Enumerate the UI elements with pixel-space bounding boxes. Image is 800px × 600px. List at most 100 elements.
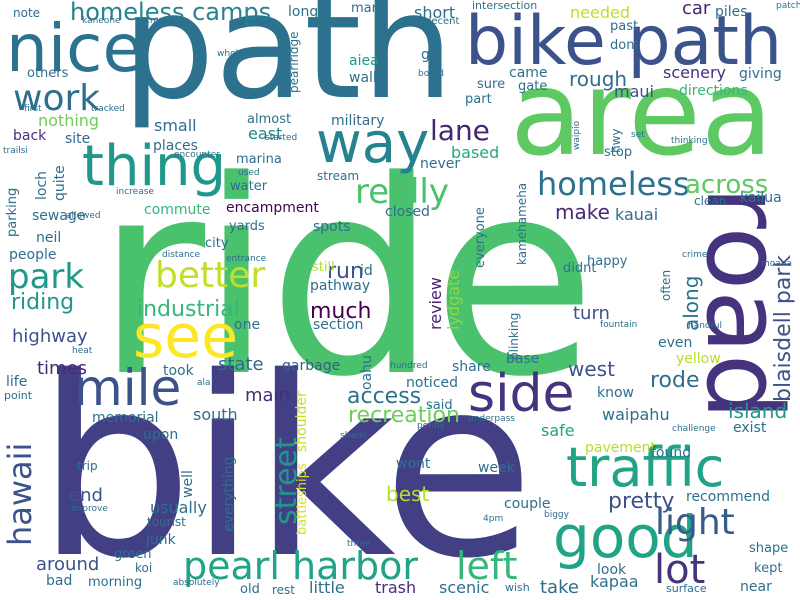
word: underpass — [468, 414, 515, 424]
word: aiea — [349, 53, 379, 69]
word: kamehameha — [515, 182, 529, 265]
word: piles — [715, 4, 748, 20]
word: tourist — [147, 515, 186, 529]
word: improve — [71, 504, 108, 514]
word: encounter — [174, 150, 220, 160]
word: long — [288, 4, 319, 20]
word: started — [265, 133, 298, 143]
word: nice — [6, 10, 144, 87]
word: island — [728, 399, 788, 423]
word: didnt — [563, 261, 597, 276]
word: recommend — [686, 489, 770, 505]
word: came — [509, 65, 548, 81]
word: blinking — [507, 312, 521, 360]
word: closed — [385, 204, 430, 220]
word: scenic — [439, 578, 490, 597]
word: places — [153, 138, 198, 154]
word: shape — [749, 541, 789, 556]
word: share — [452, 359, 491, 375]
word: wont — [396, 456, 431, 472]
word: sure — [477, 77, 506, 92]
word: nothing — [38, 111, 100, 130]
word: turn — [573, 303, 610, 324]
word: scenery — [663, 63, 727, 82]
word: surface — [666, 582, 707, 595]
word: everyone — [473, 207, 488, 268]
word: rode — [650, 368, 700, 393]
word: one — [234, 317, 261, 333]
word: stop — [604, 145, 633, 160]
word: go — [421, 47, 439, 63]
word: kauai — [615, 205, 659, 224]
word: kept — [754, 561, 783, 576]
word: pavement — [585, 440, 656, 456]
word: point — [4, 389, 33, 402]
word: life — [6, 374, 28, 390]
word: marina — [236, 152, 282, 167]
word: exist — [733, 420, 767, 436]
word: better — [155, 255, 266, 296]
word: see — [133, 302, 239, 372]
word: review — [426, 277, 445, 330]
word: gate — [518, 79, 548, 94]
word: set — [631, 130, 645, 140]
word: stream — [317, 169, 360, 183]
word: people — [9, 247, 57, 263]
word: yards — [229, 219, 265, 234]
word: kapaa — [590, 572, 639, 591]
word: neil — [36, 230, 62, 246]
word: recreation — [348, 403, 460, 428]
word: id — [360, 263, 373, 279]
word: good — [553, 503, 698, 571]
word: much — [310, 299, 372, 324]
word: everything — [221, 456, 237, 532]
word: took — [163, 363, 194, 379]
word: whole — [217, 49, 244, 59]
word: parking — [5, 187, 20, 237]
word: water — [230, 179, 268, 194]
word: challenge — [672, 424, 716, 434]
word: lot — [654, 547, 706, 593]
word: car — [682, 0, 711, 19]
word: access — [347, 384, 422, 409]
word: kaneohe — [82, 16, 121, 26]
word: across — [685, 170, 769, 200]
word: pearlridge — [287, 31, 301, 93]
word: near — [740, 579, 772, 595]
word: know — [597, 385, 634, 401]
word: lane — [430, 114, 490, 147]
word: left — [456, 544, 518, 588]
word: almost — [247, 112, 292, 127]
word: junk — [146, 532, 176, 548]
word: board — [418, 69, 444, 79]
word: rest — [272, 583, 296, 597]
word: site — [65, 131, 91, 147]
word: used — [238, 168, 260, 178]
word: pathway — [310, 278, 371, 294]
word: koi — [135, 561, 153, 575]
word: riding — [11, 290, 75, 315]
word: shoulder — [294, 391, 310, 452]
word: part — [465, 92, 492, 107]
word: upon — [143, 427, 179, 443]
word: lydgate — [444, 269, 463, 330]
word: light — [655, 502, 735, 543]
word: bike path — [465, 2, 783, 81]
word: heat — [72, 346, 93, 356]
word: small — [154, 116, 197, 135]
word: happy — [587, 254, 628, 269]
word: handful — [688, 321, 723, 331]
word: area — [510, 44, 774, 182]
word: well — [180, 470, 196, 498]
word: pearl harbor — [183, 544, 419, 588]
word: ala — [197, 378, 211, 388]
word: trip — [77, 459, 98, 473]
word: section — [313, 317, 364, 333]
word: really — [355, 172, 449, 212]
word: way — [316, 111, 430, 176]
word: east — [248, 124, 283, 143]
word: west — [568, 357, 615, 381]
word: hawaii — [1, 442, 39, 546]
word: never — [420, 156, 461, 172]
word: based — [451, 143, 500, 162]
